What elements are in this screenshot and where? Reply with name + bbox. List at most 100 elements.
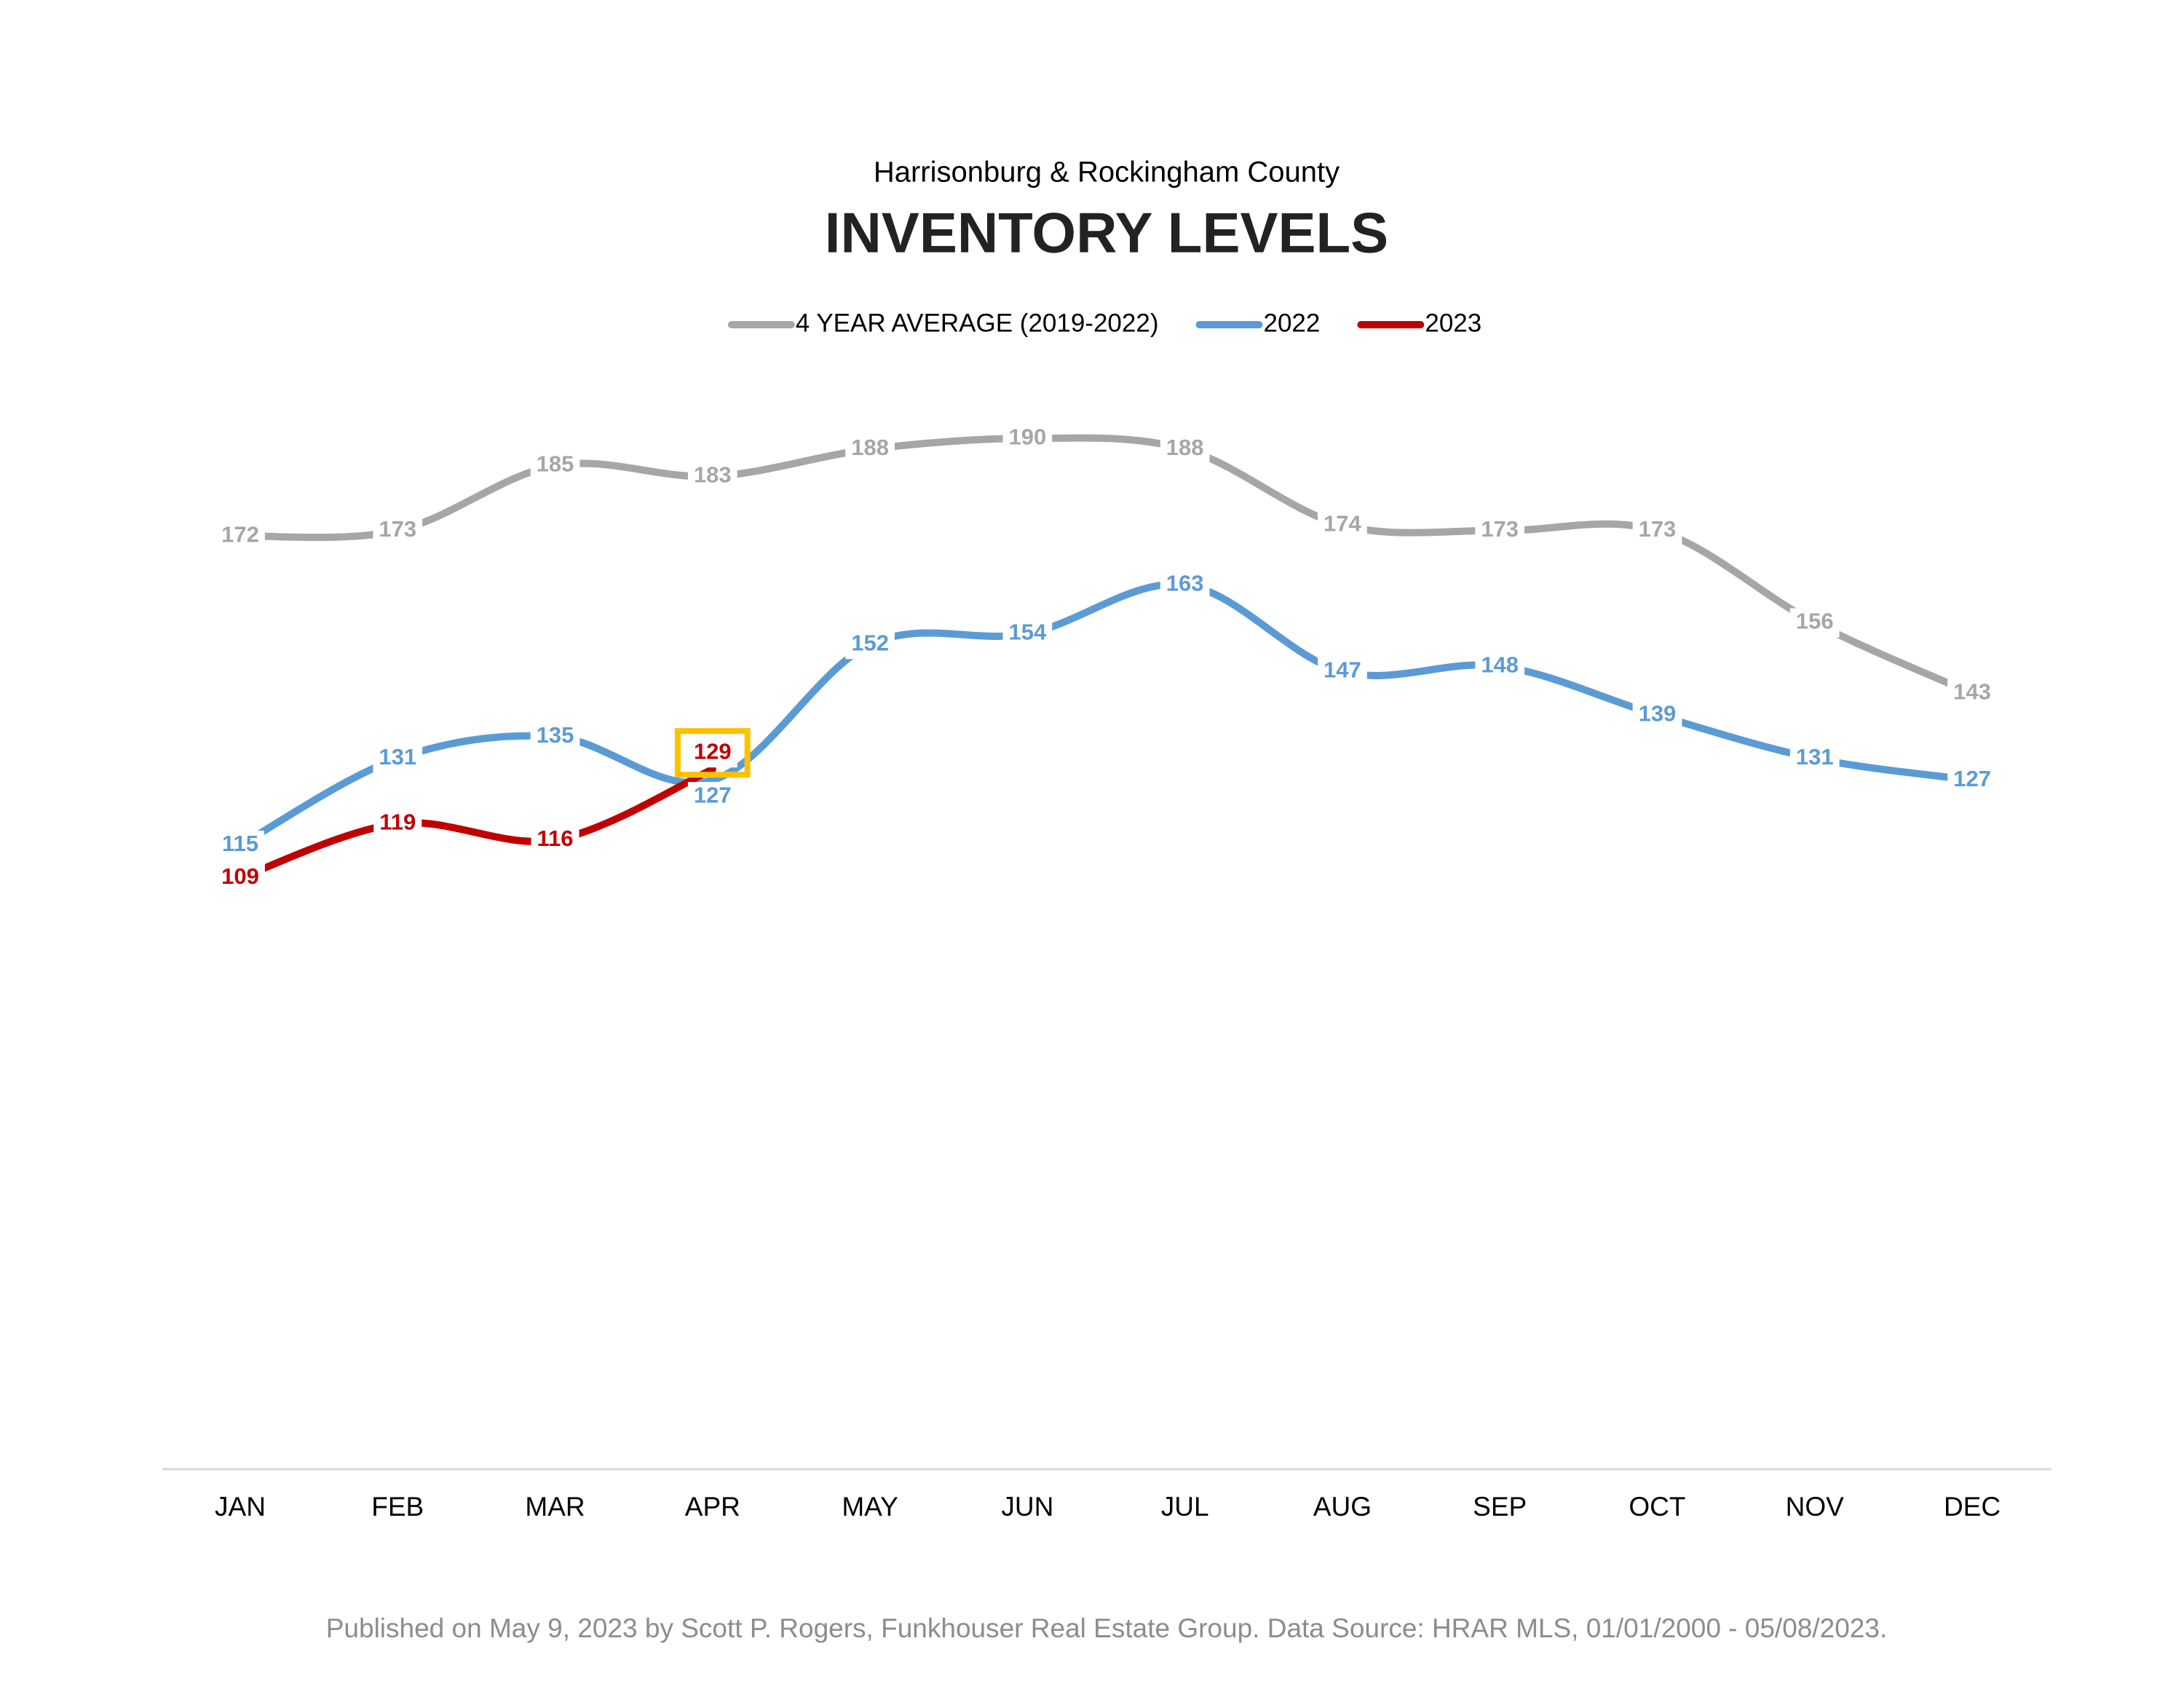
data-label-bg bbox=[1632, 515, 1682, 545]
data-label-group: 131 bbox=[1789, 743, 1840, 773]
data-label-bg bbox=[1318, 510, 1367, 540]
data-label-bg bbox=[1318, 657, 1367, 687]
data-label-bg bbox=[1002, 619, 1053, 649]
data-label-group: 119 bbox=[373, 809, 422, 839]
data-label: 152 bbox=[851, 630, 889, 655]
series-line bbox=[237, 765, 716, 882]
data-label-bg bbox=[1160, 570, 1210, 600]
data-label-group: 183 bbox=[687, 462, 737, 491]
data-label-bg bbox=[1160, 435, 1210, 464]
legend: 4 YEAR AVERAGE (2019-2022) 2022 2023 bbox=[727, 309, 1481, 337]
data-label: 115 bbox=[222, 831, 258, 856]
data-label-group: 188 bbox=[845, 435, 895, 464]
data-label: 127 bbox=[694, 782, 732, 807]
data-label-group: 173 bbox=[1632, 515, 1682, 545]
data-label: 173 bbox=[1639, 516, 1677, 542]
data-label: 172 bbox=[221, 521, 259, 547]
data-label-bg bbox=[531, 825, 579, 855]
data-label: 173 bbox=[379, 516, 416, 542]
highlight-box bbox=[674, 728, 751, 778]
data-label-bg bbox=[1002, 424, 1053, 454]
data-label: 188 bbox=[851, 435, 889, 460]
data-label-bg bbox=[687, 782, 737, 812]
data-label: 135 bbox=[537, 722, 574, 748]
data-label: 188 bbox=[1166, 435, 1204, 460]
data-label-group: 152 bbox=[845, 630, 895, 660]
data-label: 154 bbox=[1008, 620, 1046, 645]
data-label-group: 116 bbox=[531, 825, 579, 855]
data-label-group: 109 bbox=[215, 863, 265, 893]
data-label-bg bbox=[373, 743, 423, 773]
data-label: 185 bbox=[537, 451, 574, 477]
data-label-group: 129 bbox=[674, 728, 751, 778]
x-tick-label: DEC bbox=[1944, 1492, 2001, 1522]
x-tick-label: MAR bbox=[525, 1492, 585, 1522]
data-label: 127 bbox=[1953, 766, 1991, 791]
data-label: 173 bbox=[1481, 516, 1519, 542]
data-label: 143 bbox=[1953, 679, 1991, 705]
data-label-group: 173 bbox=[1475, 515, 1525, 545]
data-label-bg bbox=[845, 630, 895, 660]
data-label: 116 bbox=[537, 826, 574, 851]
legend-label: 4 YEAR AVERAGE (2019-2022) bbox=[796, 309, 1159, 337]
x-tick-label: SEP bbox=[1473, 1492, 1527, 1522]
data-label-group: 147 bbox=[1318, 657, 1367, 687]
x-tick-label: FEB bbox=[371, 1492, 424, 1522]
data-label-bg bbox=[687, 462, 737, 491]
data-label: 163 bbox=[1166, 571, 1204, 596]
data-label-bg bbox=[1789, 743, 1840, 773]
data-label-bg bbox=[1947, 765, 1997, 795]
data-label-group: 190 bbox=[1002, 424, 1053, 454]
x-tick-label: JUN bbox=[1001, 1492, 1053, 1522]
data-label-group: 174 bbox=[1318, 510, 1367, 540]
data-label-bg bbox=[215, 863, 265, 893]
data-label: 156 bbox=[1796, 609, 1834, 634]
legend-label: 2022 bbox=[1263, 309, 1320, 337]
data-label-group: 143 bbox=[1947, 679, 1997, 708]
data-label-bg bbox=[1475, 515, 1525, 545]
data-label-bg bbox=[373, 515, 423, 545]
data-label-bg bbox=[215, 521, 265, 551]
data-label-group: 156 bbox=[1789, 608, 1840, 638]
data-label-group: 185 bbox=[530, 451, 580, 480]
data-label-group: 139 bbox=[1632, 700, 1682, 730]
data-label: 190 bbox=[1008, 424, 1046, 449]
data-label-bg bbox=[1789, 608, 1840, 638]
data-label-group: 115 bbox=[215, 831, 265, 861]
legend-label: 2023 bbox=[1425, 309, 1481, 337]
data-label-bg bbox=[1632, 700, 1682, 730]
data-label: 119 bbox=[379, 809, 416, 834]
data-label-bg bbox=[687, 738, 737, 768]
data-label-bg bbox=[215, 831, 265, 861]
data-label-bg bbox=[1475, 652, 1525, 681]
data-label: 131 bbox=[1796, 744, 1834, 770]
data-label-bg bbox=[1947, 679, 1997, 708]
data-label-group: 127 bbox=[687, 782, 737, 812]
data-label-bg bbox=[530, 451, 580, 480]
data-label: 109 bbox=[221, 863, 259, 889]
data-label: 129 bbox=[694, 738, 732, 764]
data-label-group: 163 bbox=[1160, 570, 1210, 600]
data-label: 174 bbox=[1324, 511, 1361, 537]
data-label-group: 148 bbox=[1475, 652, 1525, 681]
x-tick-label: JUL bbox=[1161, 1492, 1209, 1522]
data-label-group: 172 bbox=[215, 521, 265, 551]
data-label-group: 131 bbox=[373, 743, 423, 773]
x-tick-label: OCT bbox=[1629, 1492, 1685, 1522]
data-label: 139 bbox=[1639, 700, 1677, 726]
x-tick-label: APR bbox=[685, 1492, 740, 1522]
data-label-group: 154 bbox=[1002, 619, 1053, 649]
data-label: 148 bbox=[1481, 652, 1519, 677]
data-label: 147 bbox=[1324, 657, 1361, 683]
data-label: 183 bbox=[694, 462, 732, 487]
data-label-bg bbox=[845, 435, 895, 464]
data-label-bg bbox=[373, 809, 422, 839]
data-label-bg bbox=[530, 721, 580, 751]
x-tick-label: NOV bbox=[1786, 1492, 1845, 1522]
x-tick-label: MAY bbox=[842, 1492, 898, 1522]
data-label: 131 bbox=[379, 744, 416, 770]
x-tick-label: JAN bbox=[215, 1492, 266, 1522]
footer: Published on May 9, 2023 by Scott P. Rog… bbox=[326, 1613, 1888, 1643]
x-tick-label: AUG bbox=[1313, 1492, 1372, 1522]
